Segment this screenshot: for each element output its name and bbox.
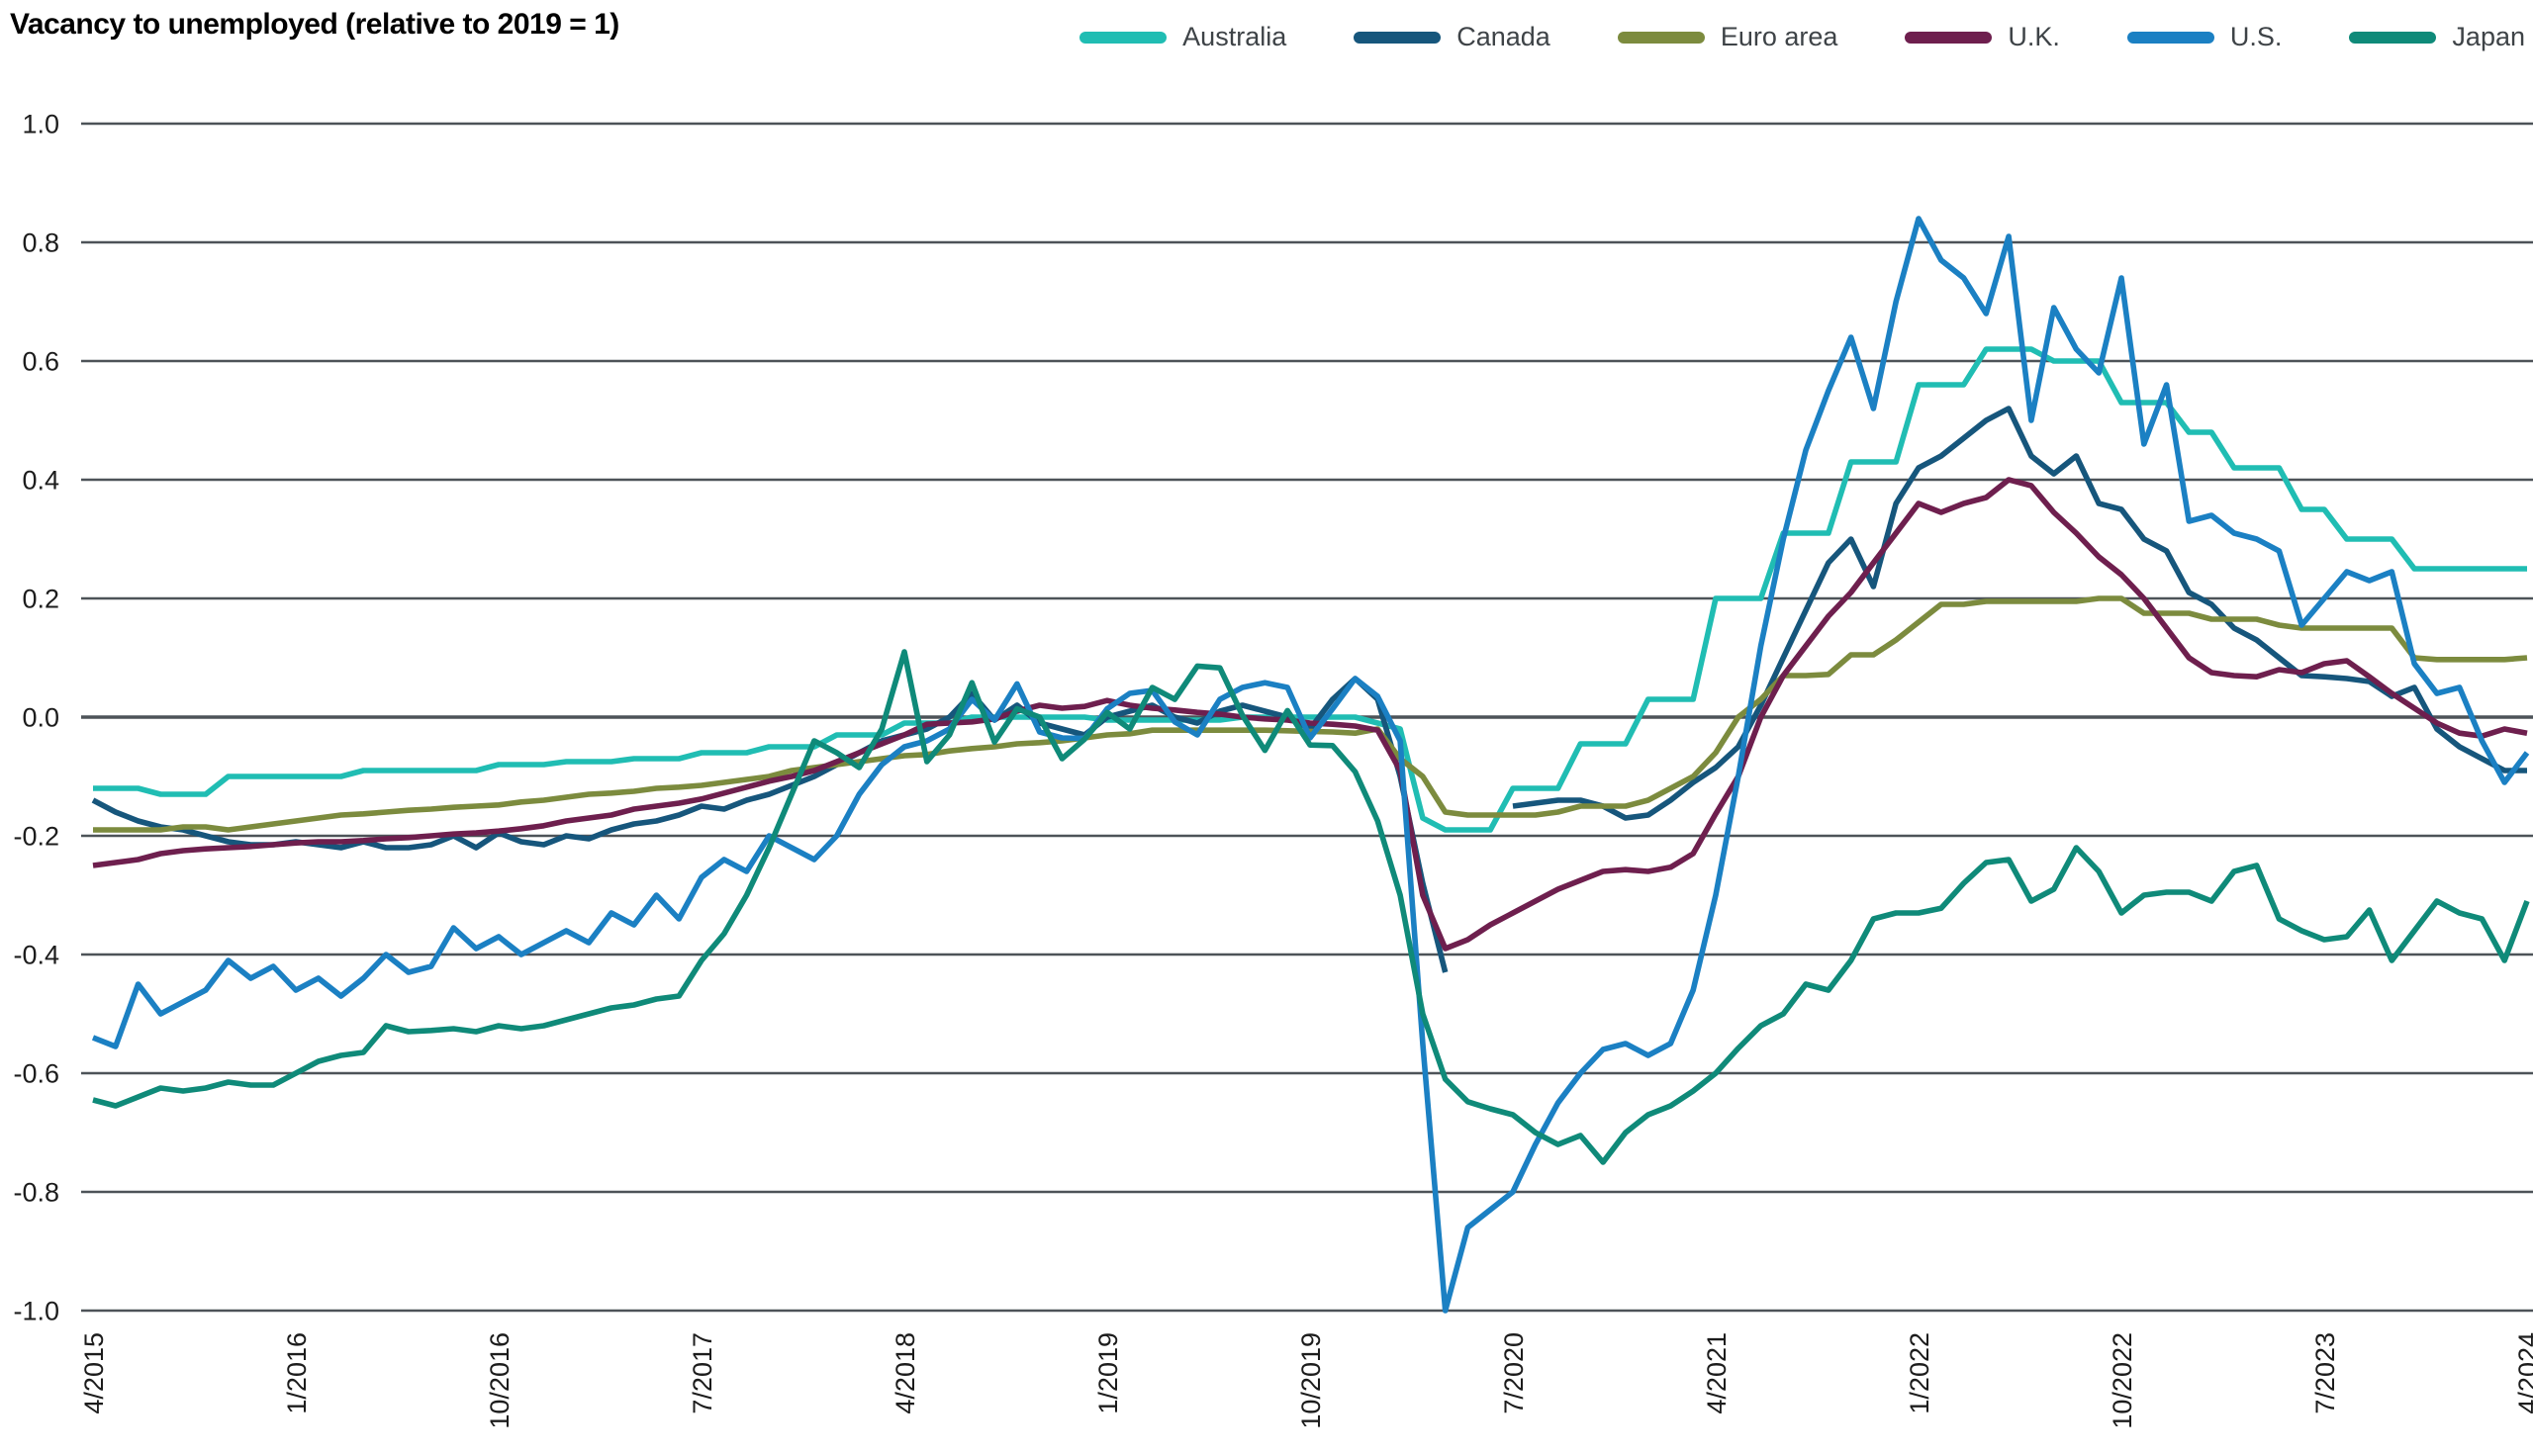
x-axis-label-7-2023: 7/2023 [2310, 1332, 2340, 1414]
y-axis-label-0.0: 0.0 [22, 703, 59, 733]
line-us [91, 216, 2530, 1314]
y-axis-label--0.2: -0.2 [13, 822, 59, 852]
line-australia [93, 346, 2527, 833]
x-axis-label-4-2021: 4/2021 [1702, 1332, 1732, 1414]
line-canada [91, 676, 1449, 973]
x-axis-label-1-2019: 1/2019 [1093, 1332, 1123, 1414]
line-canada [1512, 406, 2527, 821]
x-axis-label-1-2016: 1/2016 [282, 1332, 312, 1414]
y-axis-label--1.0: -1.0 [13, 1297, 59, 1326]
line-euro-area [93, 595, 2528, 833]
y-axis-label-0.4: 0.4 [22, 466, 59, 496]
x-axis-label-10-2022: 10/2022 [2108, 1332, 2137, 1429]
y-axis-label--0.8: -0.8 [13, 1178, 59, 1208]
y-axis-label-1.0: 1.0 [22, 110, 59, 139]
x-axis-label-4-2015: 4/2015 [79, 1332, 109, 1414]
y-axis-label--0.4: -0.4 [13, 941, 59, 970]
x-axis-label-10-2019: 10/2019 [1296, 1332, 1326, 1429]
x-axis-label-1-2022: 1/2022 [1905, 1332, 1934, 1414]
y-axis-label--0.6: -0.6 [13, 1059, 59, 1089]
x-axis-label-7-2017: 7/2017 [688, 1332, 717, 1414]
x-axis-label-4-2018: 4/2018 [891, 1332, 920, 1414]
line-uk [92, 477, 2528, 952]
x-axis-label-7-2020: 7/2020 [1499, 1332, 1529, 1414]
y-axis-label-0.2: 0.2 [22, 585, 59, 614]
y-axis-label-0.8: 0.8 [22, 228, 59, 258]
line-japan [92, 649, 2530, 1165]
x-axis-label-4-2024: 4/2024 [2513, 1332, 2533, 1414]
y-axis-label-0.6: 0.6 [22, 347, 59, 377]
x-axis-label-10-2016: 10/2016 [485, 1332, 515, 1429]
